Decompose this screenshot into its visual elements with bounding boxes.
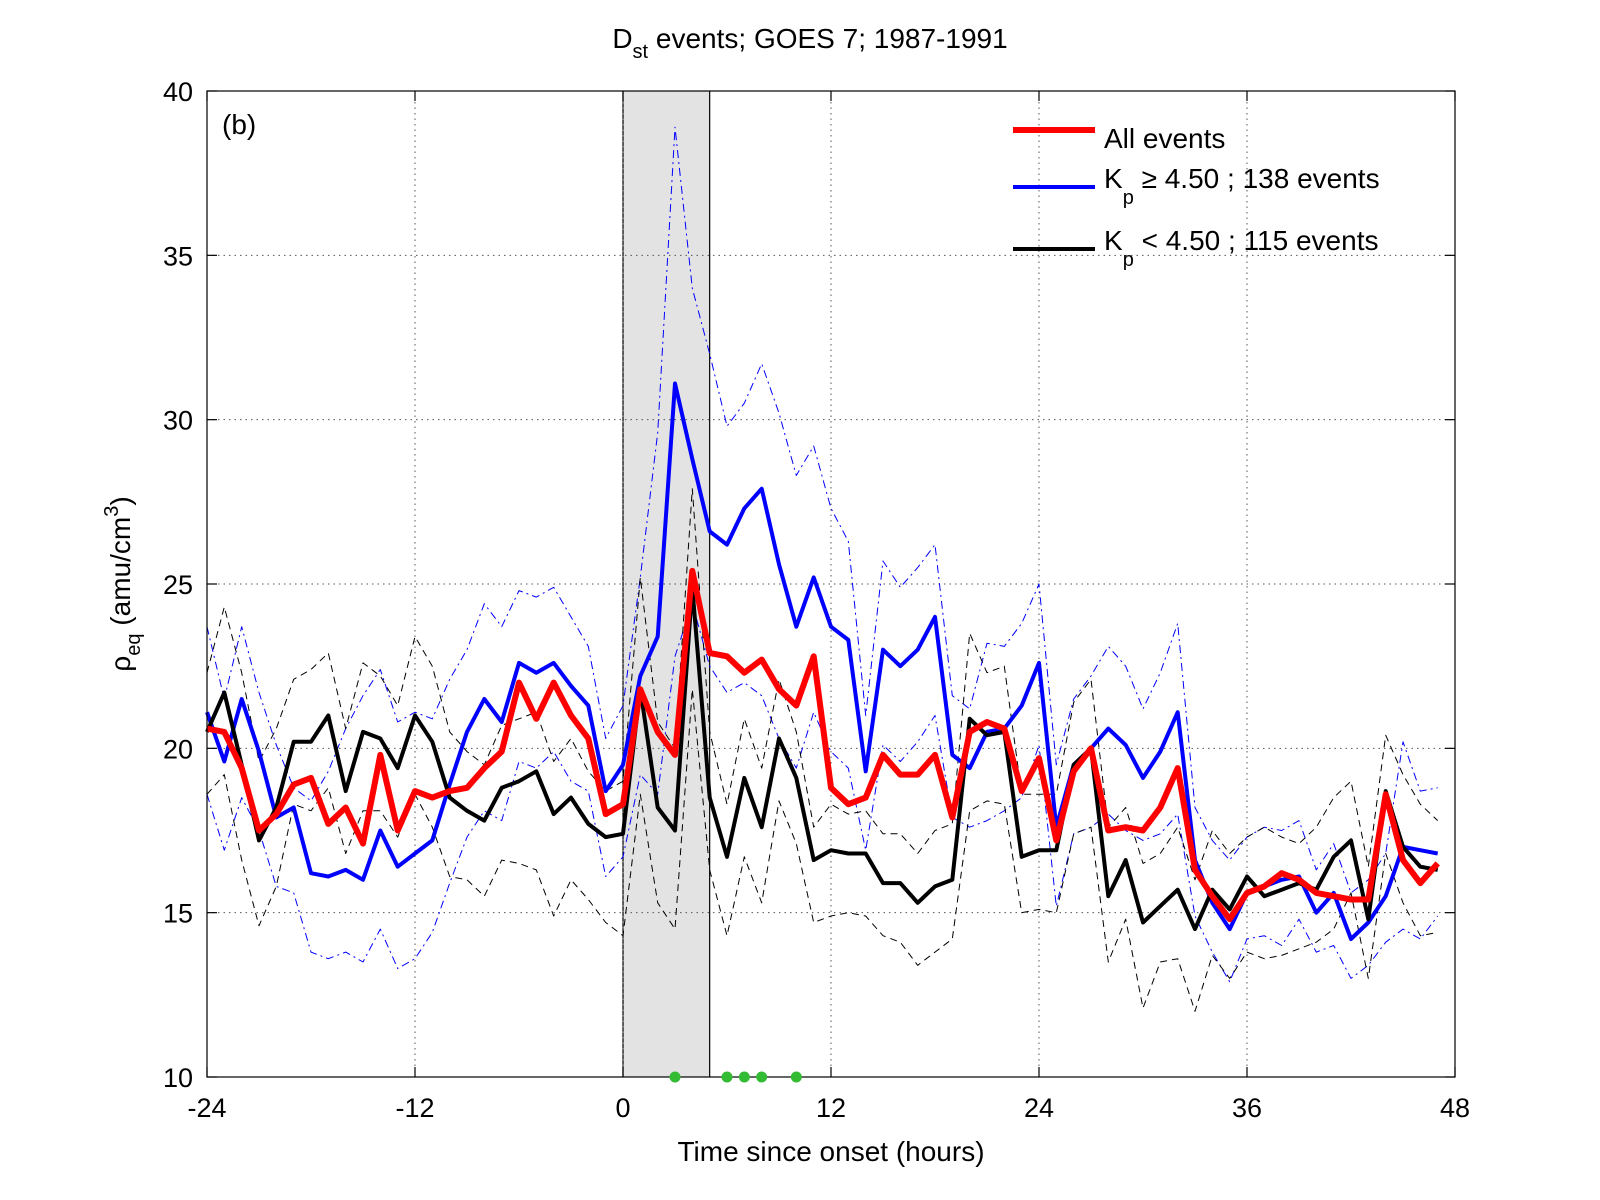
event-marker-dot xyxy=(721,1071,733,1083)
event-marker-dot xyxy=(738,1071,750,1083)
legend: All events Kp ≥ 4.50 ; 138 events Kp < 4… xyxy=(1013,123,1380,271)
series-kp-high-line xyxy=(205,381,1439,941)
event-marker-dot xyxy=(756,1071,768,1083)
envelope-kp-high-upper xyxy=(206,126,1438,894)
y-axis-label: ρeq (amu/cm3) xyxy=(101,496,145,671)
x-tick-label: -24 xyxy=(187,1093,226,1123)
event-marker-dot xyxy=(669,1071,681,1083)
legend-label-kp-low: Kp < 4.50 ; 115 events xyxy=(1104,225,1378,271)
y-tick-label: 10 xyxy=(163,1063,193,1093)
legend-label-kp-high: Kp ≥ 4.50 ; 138 events xyxy=(1104,163,1380,209)
y-tick-label: 30 xyxy=(163,406,193,436)
y-tick-label: 15 xyxy=(163,899,193,929)
x-tick-label: 36 xyxy=(1232,1093,1262,1123)
y-tick-label: 35 xyxy=(163,241,193,271)
tick-layer: -24 -12 0 12 24 36 48 10 15 20 25 30 35 40 xyxy=(163,77,1470,1123)
series-kp-low-line xyxy=(205,585,1439,932)
y-tick-label: 20 xyxy=(163,734,193,764)
x-tick-label: 24 xyxy=(1024,1093,1054,1123)
x-tick-label: -12 xyxy=(395,1093,434,1123)
event-marker-dot xyxy=(790,1071,802,1083)
legend-label-all-events: All events xyxy=(1104,123,1225,154)
y-tick-label: 25 xyxy=(163,570,193,600)
x-tick-label: 48 xyxy=(1440,1093,1470,1123)
x-tick-label: 12 xyxy=(816,1093,846,1123)
panel-label: (b) xyxy=(222,109,256,140)
grid-layer xyxy=(207,91,1455,1077)
envelope-kp-low-upper xyxy=(206,488,1439,881)
y-tick-label: 40 xyxy=(163,77,193,107)
marker-layer xyxy=(669,1071,802,1083)
x-axis-label: Time since onset (hours) xyxy=(677,1136,984,1167)
x-tick-label: 0 xyxy=(615,1093,630,1123)
chart-title: Dst events; GOES 7; 1987-1991 xyxy=(612,23,1007,63)
series-layer xyxy=(205,126,1440,1012)
series-all-events-line xyxy=(206,567,1440,923)
